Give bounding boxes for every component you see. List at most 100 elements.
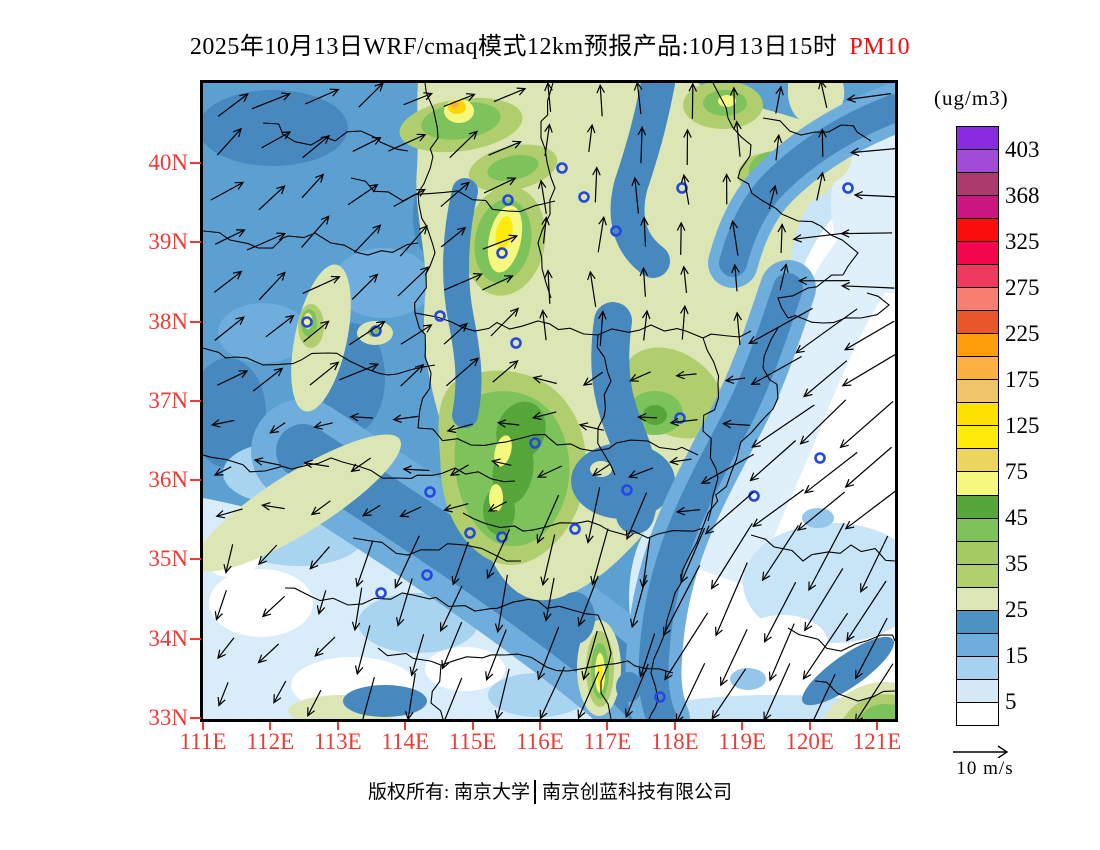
wind-arrow-head (414, 363, 425, 373)
wind-arrow-shaft (578, 575, 599, 626)
wind-arrow-head (675, 370, 685, 380)
wind-arrow-shaft (599, 311, 604, 347)
wind-arrow-shaft (265, 315, 294, 338)
wind-arrow-head (803, 388, 813, 398)
wind-arrow-shaft (854, 194, 901, 198)
city-marker-icon (496, 247, 508, 259)
wind-arrow-head (795, 344, 805, 354)
lat-tick-label: 38N (148, 308, 188, 334)
wind-arrow-head (303, 459, 313, 469)
wind-arrow-head (496, 419, 507, 428)
wind-arrow-head (330, 275, 341, 284)
wind-arrow-head (329, 88, 340, 97)
wind-arrow-head (516, 87, 527, 96)
wind-arrow-head (748, 336, 758, 345)
lon-tick-mark (202, 722, 204, 730)
city-marker-icon (434, 310, 446, 322)
wind-arrow-shaft (847, 93, 892, 101)
wind-arrow-shaft (816, 172, 824, 201)
lon-tick-mark (471, 722, 474, 730)
lat-tick-label: 37N (148, 387, 188, 413)
wind-arrow-shaft (844, 320, 895, 351)
wind-arrow-head (733, 120, 742, 130)
wind-arrow-head (802, 670, 812, 681)
wind-arrow-shaft (845, 446, 892, 488)
wind-arrow-shaft (715, 562, 748, 636)
wind-arrow-head (637, 126, 647, 136)
wind-arrow-shaft (488, 501, 507, 512)
wind-arrow-head (679, 304, 689, 315)
colorbar-cell (957, 241, 998, 265)
wind-arrow-shaft (547, 83, 552, 112)
colorbar-unit-label: (ug/m3) (934, 86, 1009, 110)
wind-arrow-shaft (793, 232, 849, 240)
wind-arrow-head (597, 310, 607, 320)
wind-arrow-head (458, 322, 468, 332)
wind-arrow-shaft (820, 80, 828, 109)
wind-scale-label: 10 m/s (956, 758, 1014, 779)
wind-arrow-shaft (210, 181, 244, 201)
wind-arrow-shaft (592, 464, 610, 476)
colorbar-cell (957, 195, 998, 219)
wind-arrow-head (722, 173, 732, 183)
wind-arrow-head (731, 263, 740, 274)
wind-arrow-head (349, 412, 359, 422)
lat-tick-label: 34N (148, 625, 188, 651)
wind-arrow-shaft (764, 581, 797, 643)
wind-arrow-head (581, 670, 590, 681)
boundary-line (702, 337, 720, 522)
wind-arrow-shaft (751, 355, 802, 385)
wind-arrow-shaft (577, 671, 600, 719)
colorbar-cell (957, 287, 998, 311)
boundary-line (537, 82, 556, 299)
colorbar-tick-label: 25 (1005, 597, 1028, 622)
lat-tick-label: 40N (148, 150, 188, 175)
pm10-field-yellows (303, 95, 736, 693)
wind-arrow-head (683, 128, 692, 138)
wind-arrow-head (804, 484, 814, 494)
wind-arrow-head (840, 229, 850, 238)
wind-arrow-shaft (705, 491, 754, 535)
wind-arrow-shaft (642, 537, 651, 588)
colorbar-cell (957, 310, 998, 334)
colorbar-cell (957, 379, 998, 403)
wind-arrow-head (238, 370, 249, 378)
map-frame (190, 61, 920, 771)
wind-arrow-shaft (751, 404, 815, 448)
wind-arrow-shaft (273, 680, 287, 703)
boundary-line (202, 454, 516, 483)
wind-arrow-head (860, 583, 868, 594)
colorbar-tick-label: 35 (1005, 551, 1028, 576)
page-title: 2025年10月13日WRF/cmaq模式12km预报产品:10月13日15时 P… (0, 26, 1100, 61)
wind-arrow-head (840, 281, 851, 291)
wind-arrow-head (724, 375, 735, 384)
wind-arrow-head (473, 273, 483, 281)
wind-arrow-head (487, 503, 498, 512)
colorbar-cell (957, 609, 998, 633)
boundary-line (202, 347, 436, 376)
wind-arrow-shaft (351, 273, 378, 300)
colorbar-tick-label: 403 (1005, 137, 1040, 162)
wind-arrow-head (777, 223, 787, 233)
wind-arrow-shaft (307, 689, 322, 717)
lat-tick-mark (190, 716, 201, 719)
wind-arrow-shaft (855, 617, 888, 679)
wind-arrow-shaft (643, 217, 647, 247)
lon-tick-mark (539, 722, 541, 730)
wind-arrow-shaft (483, 177, 516, 194)
wind-arrow-shaft (258, 185, 286, 211)
wind-arrow-shaft (628, 467, 654, 478)
wind-arrow-head (273, 367, 284, 377)
wind-arrow-head (320, 215, 330, 225)
wind-arrow-head (749, 472, 759, 482)
wind-arrow-head (536, 470, 547, 478)
colorbar-cell (957, 127, 998, 150)
wind-arrow-head (662, 626, 671, 637)
wind-arrow-shaft (533, 411, 557, 419)
copyright-footer: 版权所有: 南京大学 南京创蓝科技有限公司 (0, 777, 1100, 804)
lat-tick-mark (190, 558, 201, 561)
wind-arrow-shaft (775, 135, 780, 161)
wind-arrow-shaft (304, 89, 339, 105)
wind-arrow-head (223, 564, 232, 574)
wind-arrow-shaft (301, 215, 330, 248)
